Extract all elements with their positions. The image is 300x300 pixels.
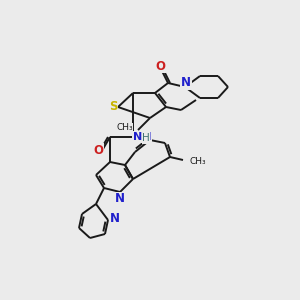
Text: N: N — [115, 193, 125, 206]
Text: O: O — [155, 59, 165, 73]
Text: S: S — [109, 100, 117, 113]
Text: H: H — [142, 133, 150, 143]
Text: N: N — [110, 212, 120, 226]
Text: N: N — [181, 76, 191, 89]
Text: O: O — [93, 143, 103, 157]
Text: CH₃: CH₃ — [189, 158, 206, 166]
Text: NH: NH — [133, 132, 152, 142]
Text: CH₃: CH₃ — [116, 124, 133, 133]
